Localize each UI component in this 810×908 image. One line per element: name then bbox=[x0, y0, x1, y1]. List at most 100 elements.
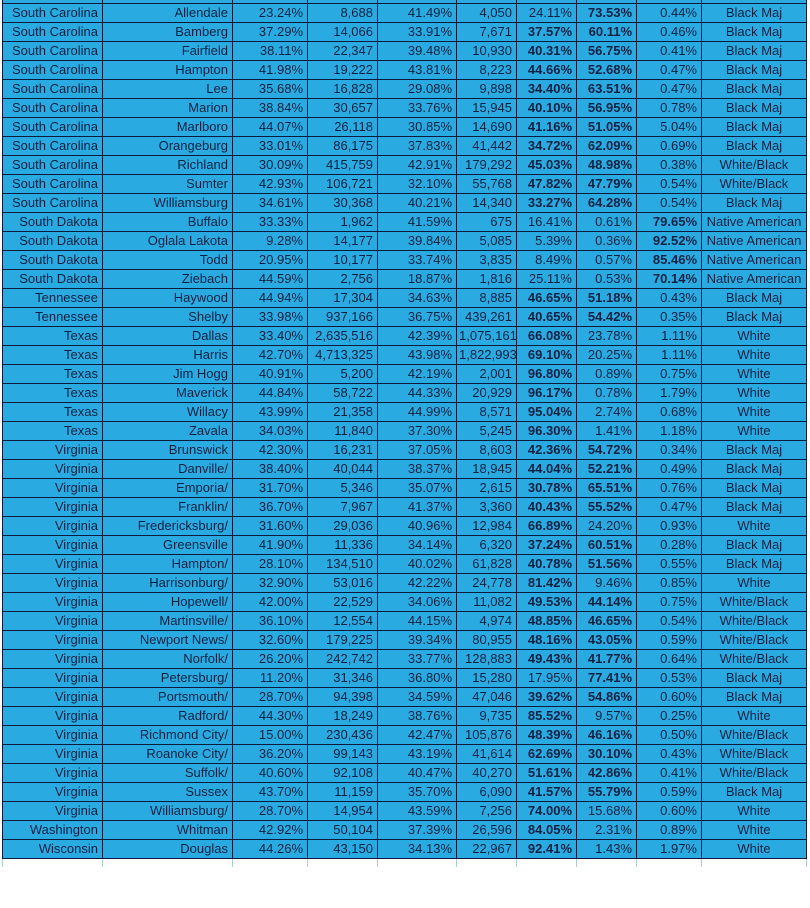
cell[interactable]: 0.69% bbox=[637, 137, 702, 156]
cell[interactable]: 64.28% bbox=[577, 194, 637, 213]
cell[interactable]: 105,876 bbox=[457, 726, 517, 745]
cell[interactable]: Sussex bbox=[103, 783, 233, 802]
cell[interactable]: Buffalo bbox=[103, 213, 233, 232]
cell[interactable]: Virginia bbox=[2, 555, 103, 574]
cell[interactable]: Tennessee bbox=[2, 308, 103, 327]
cell[interactable]: 53,016 bbox=[308, 574, 378, 593]
cell[interactable]: Maverick bbox=[103, 384, 233, 403]
cell[interactable]: White/Black bbox=[702, 612, 807, 631]
cell[interactable]: Dallas bbox=[103, 327, 233, 346]
cell[interactable]: Haywood bbox=[103, 289, 233, 308]
cell[interactable]: 20.25% bbox=[577, 346, 637, 365]
cell[interactable]: Zavala bbox=[103, 422, 233, 441]
cell[interactable]: Black Maj bbox=[702, 669, 807, 688]
cell[interactable]: 40.91% bbox=[233, 365, 308, 384]
cell[interactable]: Black Maj bbox=[702, 308, 807, 327]
cell[interactable]: 62.69% bbox=[517, 745, 577, 764]
cell[interactable]: 33.40% bbox=[233, 327, 308, 346]
cell[interactable]: Douglas bbox=[103, 840, 233, 859]
cell[interactable]: Virginia bbox=[2, 707, 103, 726]
cell[interactable]: 95.04% bbox=[517, 403, 577, 422]
cell[interactable]: Marlboro bbox=[103, 118, 233, 137]
cell[interactable]: 22,347 bbox=[308, 42, 378, 61]
cell[interactable]: 20,929 bbox=[457, 384, 517, 403]
cell[interactable]: Black Maj bbox=[702, 441, 807, 460]
cell[interactable]: 42.70% bbox=[233, 346, 308, 365]
cell[interactable]: 415,759 bbox=[308, 156, 378, 175]
cell[interactable]: 0.44% bbox=[637, 4, 702, 23]
cell[interactable]: 9.57% bbox=[577, 707, 637, 726]
cell[interactable]: 4,050 bbox=[457, 4, 517, 23]
cell[interactable]: White/Black bbox=[702, 745, 807, 764]
cell[interactable]: 54.72% bbox=[577, 441, 637, 460]
cell[interactable]: 40,270 bbox=[457, 764, 517, 783]
cell[interactable]: 32.10% bbox=[378, 175, 457, 194]
cell[interactable]: 52.68% bbox=[577, 61, 637, 80]
cell[interactable]: Marion bbox=[103, 99, 233, 118]
cell[interactable]: 31,346 bbox=[308, 669, 378, 688]
cell[interactable]: 0.68% bbox=[637, 403, 702, 422]
cell[interactable]: 43.19% bbox=[378, 745, 457, 764]
cell[interactable]: 5,346 bbox=[308, 479, 378, 498]
cell[interactable]: 80,955 bbox=[457, 631, 517, 650]
cell[interactable]: 4,713,325 bbox=[308, 346, 378, 365]
cell[interactable]: 49.43% bbox=[517, 650, 577, 669]
cell[interactable]: 30.10% bbox=[577, 745, 637, 764]
cell[interactable]: 40.96% bbox=[378, 517, 457, 536]
cell[interactable]: 14,690 bbox=[457, 118, 517, 137]
cell[interactable]: White bbox=[702, 403, 807, 422]
cell[interactable]: 32.90% bbox=[233, 574, 308, 593]
cell[interactable]: 16,828 bbox=[308, 80, 378, 99]
cell[interactable]: 1,816 bbox=[457, 270, 517, 289]
cell[interactable]: Fairfield bbox=[103, 42, 233, 61]
cell[interactable]: 42.86% bbox=[577, 764, 637, 783]
cell[interactable]: Virginia bbox=[2, 802, 103, 821]
cell[interactable]: Shelby bbox=[103, 308, 233, 327]
cell[interactable]: Williamsburg/ bbox=[103, 802, 233, 821]
cell[interactable]: 34.61% bbox=[233, 194, 308, 213]
cell[interactable]: Washington bbox=[2, 821, 103, 840]
cell[interactable]: 3,835 bbox=[457, 251, 517, 270]
cell[interactable]: Virginia bbox=[2, 669, 103, 688]
cell[interactable]: South Carolina bbox=[2, 137, 103, 156]
cell[interactable]: 0.49% bbox=[637, 460, 702, 479]
cell[interactable]: 40.21% bbox=[378, 194, 457, 213]
cell[interactable]: Black Maj bbox=[702, 536, 807, 555]
cell[interactable]: 0.34% bbox=[637, 441, 702, 460]
cell[interactable]: 36.75% bbox=[378, 308, 457, 327]
cell[interactable]: 66.08% bbox=[517, 327, 577, 346]
cell[interactable]: Martinsville/ bbox=[103, 612, 233, 631]
cell[interactable]: Virginia bbox=[2, 745, 103, 764]
cell[interactable]: White/Black bbox=[702, 726, 807, 745]
cell[interactable]: 0.89% bbox=[577, 365, 637, 384]
cell[interactable]: 5,245 bbox=[457, 422, 517, 441]
cell[interactable]: 4,974 bbox=[457, 612, 517, 631]
cell[interactable]: Norfolk/ bbox=[103, 650, 233, 669]
cell[interactable]: White/Black bbox=[702, 593, 807, 612]
cell[interactable]: South Carolina bbox=[2, 175, 103, 194]
cell[interactable]: Virginia bbox=[2, 460, 103, 479]
cell[interactable]: 7,671 bbox=[457, 23, 517, 42]
cell[interactable]: Bamberg bbox=[103, 23, 233, 42]
cell[interactable]: Texas bbox=[2, 327, 103, 346]
cell[interactable]: 26,118 bbox=[308, 118, 378, 137]
cell[interactable]: 43.98% bbox=[378, 346, 457, 365]
cell[interactable]: 11,336 bbox=[308, 536, 378, 555]
cell[interactable]: 33.01% bbox=[233, 137, 308, 156]
cell[interactable]: Black Maj bbox=[702, 23, 807, 42]
cell[interactable]: Texas bbox=[2, 365, 103, 384]
cell[interactable]: 0.64% bbox=[637, 650, 702, 669]
cell[interactable]: 34.14% bbox=[378, 536, 457, 555]
cell[interactable]: Black Maj bbox=[702, 194, 807, 213]
cell[interactable]: 0.55% bbox=[637, 555, 702, 574]
cell[interactable]: 242,742 bbox=[308, 650, 378, 669]
cell[interactable]: 42.00% bbox=[233, 593, 308, 612]
cell[interactable]: Virginia bbox=[2, 517, 103, 536]
cell[interactable]: Black Maj bbox=[702, 80, 807, 99]
cell[interactable]: 0.46% bbox=[637, 23, 702, 42]
cell[interactable]: 8.49% bbox=[517, 251, 577, 270]
cell[interactable]: 9,735 bbox=[457, 707, 517, 726]
cell[interactable]: Lee bbox=[103, 80, 233, 99]
cell[interactable]: 35.70% bbox=[378, 783, 457, 802]
cell[interactable]: Suffolk/ bbox=[103, 764, 233, 783]
